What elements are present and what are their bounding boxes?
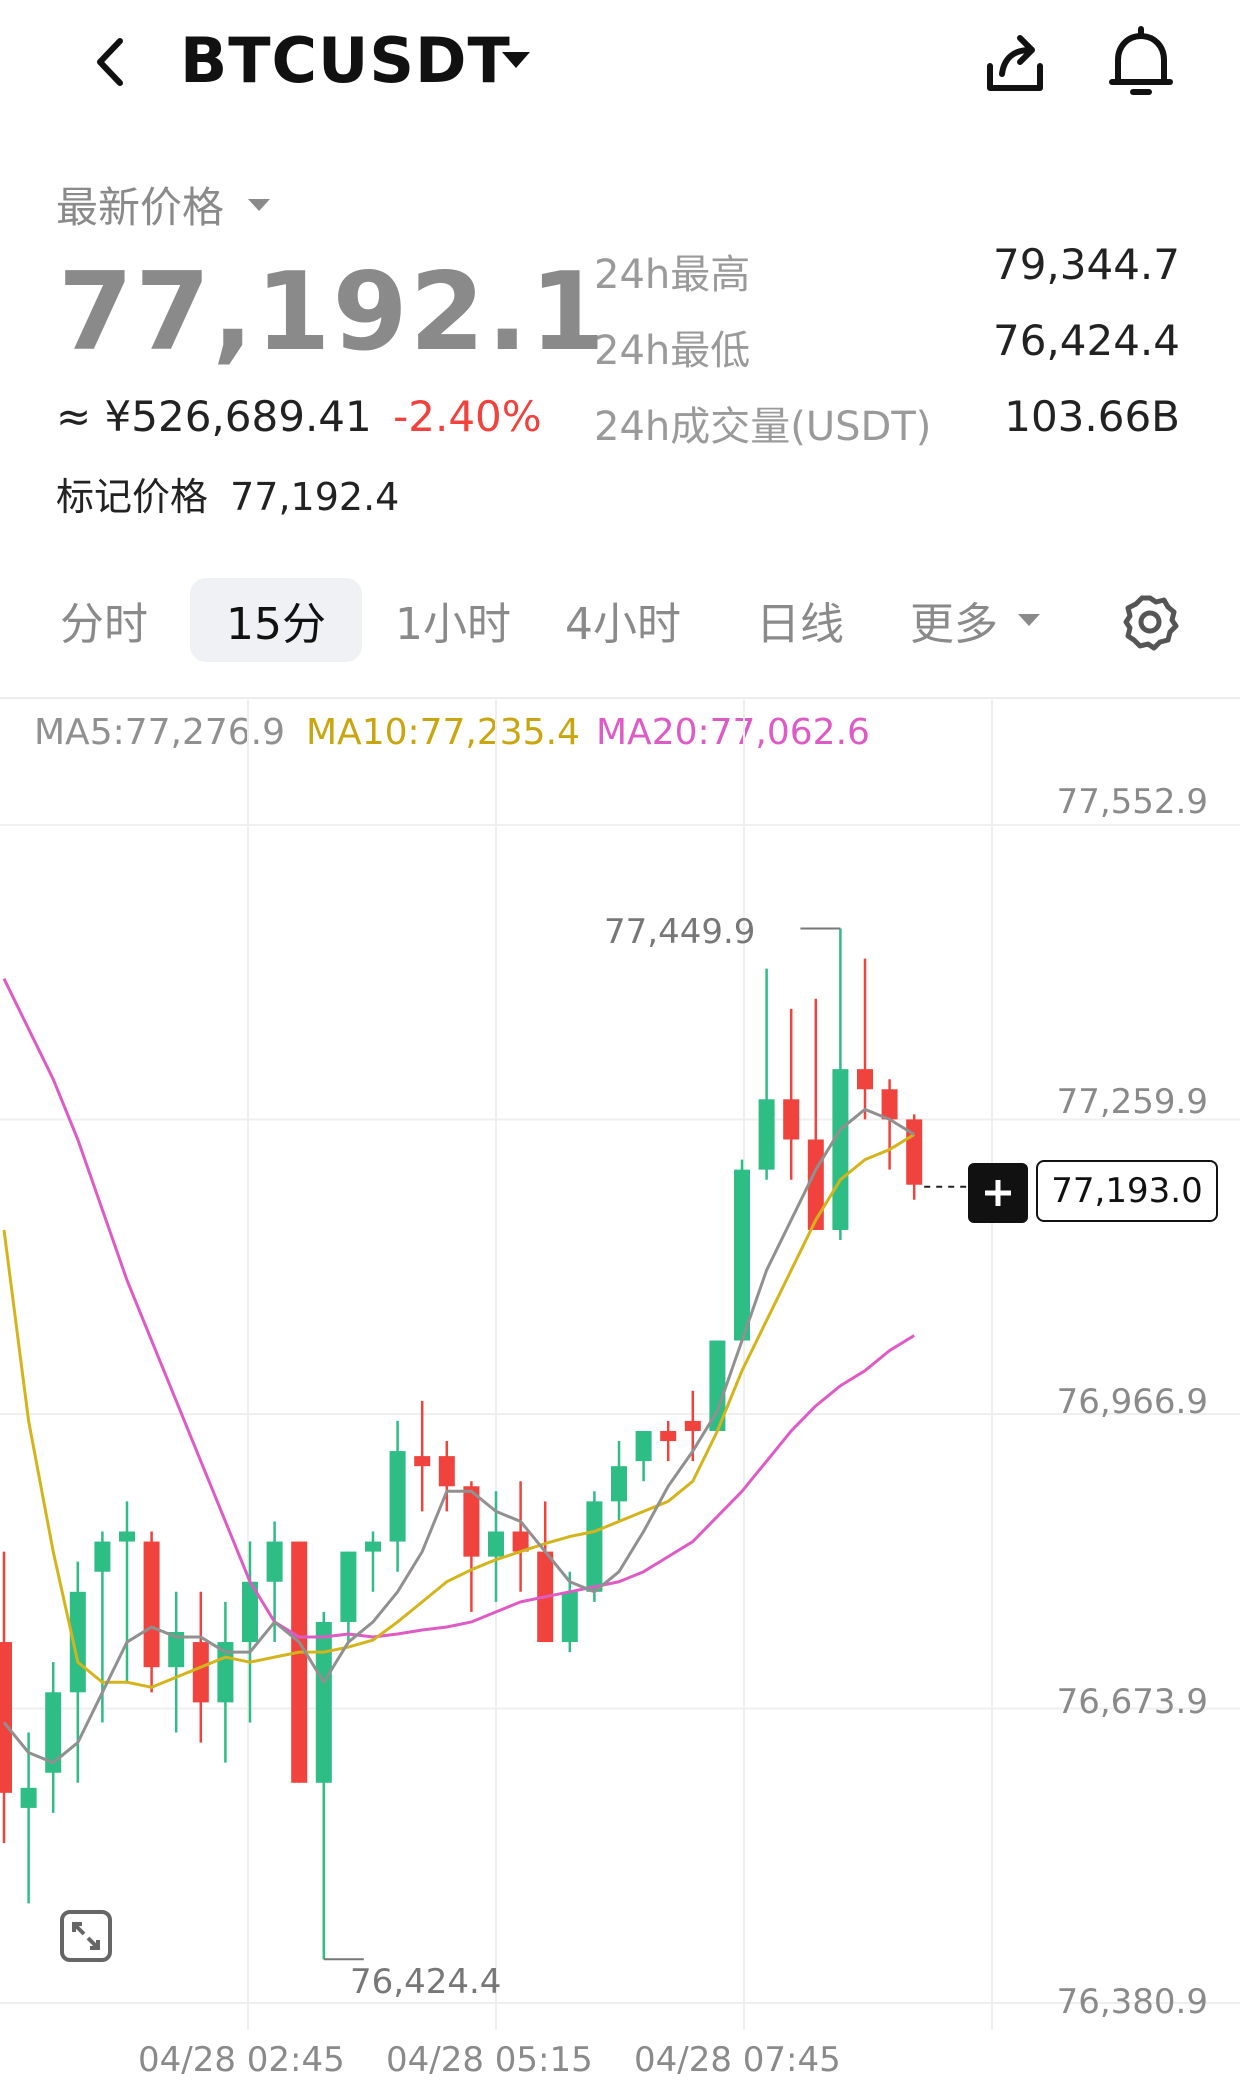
- mark-price-label: 标记价格: [56, 475, 209, 519]
- dropdown-caret-icon: [1018, 614, 1040, 626]
- tab-4h[interactable]: 4小时: [565, 599, 681, 650]
- candle-up: [20, 1787, 37, 1808]
- x-tick-label: 04/28 05:15: [386, 2040, 593, 2080]
- mark-price-value: 77,192.4: [230, 475, 400, 519]
- candle-down: [906, 1119, 923, 1185]
- candle-up: [242, 1581, 258, 1643]
- last-price: 77,192.1: [58, 250, 607, 375]
- candle-up: [561, 1591, 578, 1643]
- price-change: -2.40%: [393, 392, 542, 441]
- ma20-line: [2, 978, 915, 1639]
- plus-icon: [985, 1180, 1011, 1206]
- candle-up: [586, 1501, 603, 1592]
- price-type-selector[interactable]: 最新价格: [56, 174, 272, 235]
- tab-1h[interactable]: 1小时: [395, 599, 511, 650]
- candle-down: [881, 1089, 898, 1120]
- candle-down: [783, 1099, 800, 1140]
- symbol-title[interactable]: BTCUSDT: [180, 24, 511, 97]
- tab-more[interactable]: 更多: [896, 578, 1056, 662]
- high-annotation: 77,449.9: [604, 912, 756, 952]
- price-converted-row: ≈ ¥526,689.41 -2.40%: [56, 392, 542, 441]
- candle-down: [857, 1069, 873, 1090]
- candle-down: [192, 1642, 209, 1703]
- current-price-tag: 77,193.0: [1036, 1160, 1218, 1222]
- dropdown-caret-icon: [248, 198, 271, 211]
- tab-timeline[interactable]: 分时: [60, 599, 148, 650]
- expand-icon: [60, 1910, 112, 1962]
- y-tick-label: 76,673.9: [1056, 1682, 1208, 1722]
- candle-up: [758, 1099, 775, 1170]
- ma10-line: [2, 1133, 915, 1689]
- candle-up: [611, 1466, 627, 1502]
- ma10-label: MA10:77,235.4: [306, 712, 580, 753]
- candle-up: [488, 1531, 504, 1557]
- chart-top-divider: [0, 697, 1240, 699]
- candle-down: [414, 1456, 431, 1467]
- candle-up: [709, 1340, 726, 1431]
- candle-up: [266, 1541, 283, 1582]
- bell-icon: [1109, 26, 1173, 95]
- candle-up: [45, 1692, 62, 1773]
- tab-15m[interactable]: 15分: [190, 578, 362, 662]
- y-tick-label: 76,380.9: [1056, 1982, 1208, 2022]
- price-type-label: 最新价格: [56, 183, 225, 232]
- mark-price-row: 标记价格 77,192.4: [56, 466, 399, 521]
- stat-value-high: 79,344.7: [992, 240, 1180, 289]
- candle-down: [0, 1642, 12, 1793]
- candle-up: [734, 1169, 750, 1341]
- candle-up: [340, 1551, 357, 1622]
- candle-down: [660, 1430, 677, 1442]
- crosshair-add-button[interactable]: [968, 1163, 1028, 1223]
- candle-up: [389, 1451, 406, 1542]
- back-arrow-icon: [97, 38, 123, 86]
- y-tick-label: 77,552.9: [1056, 782, 1208, 822]
- stat-value-low: 76,424.4: [992, 316, 1180, 365]
- alert-button[interactable]: [1096, 18, 1186, 108]
- tab-more-label: 更多: [910, 599, 998, 650]
- ma20-label: MA20:77,062.6: [596, 712, 870, 753]
- candle-down: [684, 1420, 701, 1431]
- candle-down: [463, 1486, 480, 1557]
- candle-up: [635, 1430, 652, 1462]
- stat-value-volume: 103.66B: [1004, 392, 1180, 441]
- low-annotation: 76,424.4: [350, 1962, 502, 2002]
- y-tick-label: 76,966.9: [1056, 1382, 1208, 1422]
- stat-label-volume: 24h成交量(USDT): [594, 404, 932, 450]
- candlestick-chart[interactable]: [0, 700, 1240, 2040]
- share-button[interactable]: [970, 18, 1060, 108]
- candle-up: [94, 1541, 111, 1572]
- candle-down: [291, 1541, 308, 1783]
- stat-label-low: 24h最低: [594, 328, 751, 374]
- tab-daily[interactable]: 日线: [756, 599, 844, 650]
- candle-up: [315, 1621, 332, 1783]
- gear-icon: [1123, 595, 1179, 651]
- candle-up: [119, 1531, 135, 1542]
- stat-label-high: 24h最高: [594, 252, 751, 298]
- candle-up: [832, 1069, 849, 1230]
- candle-up: [168, 1632, 185, 1668]
- dropdown-caret-icon: [502, 52, 530, 68]
- chart-settings-button[interactable]: [1110, 582, 1190, 662]
- candle-down: [807, 1139, 824, 1230]
- fullscreen-button[interactable]: [56, 1906, 116, 1966]
- y-tick-label: 77,259.9: [1056, 1082, 1208, 1122]
- candle-up: [365, 1541, 381, 1552]
- candle-down: [512, 1531, 529, 1552]
- share-icon: [987, 35, 1043, 91]
- ma5-label: MA5:77,276.9: [34, 712, 286, 753]
- candle-down: [143, 1541, 160, 1668]
- cny-price: ≈ ¥526,689.41: [56, 392, 372, 441]
- back-button[interactable]: [70, 22, 150, 102]
- x-tick-label: 04/28 02:45: [138, 2040, 345, 2080]
- candle-down: [438, 1456, 455, 1487]
- x-tick-label: 04/28 07:45: [634, 2040, 841, 2080]
- ma5-line: [2, 1107, 915, 1765]
- symbol-dropdown[interactable]: [498, 46, 534, 76]
